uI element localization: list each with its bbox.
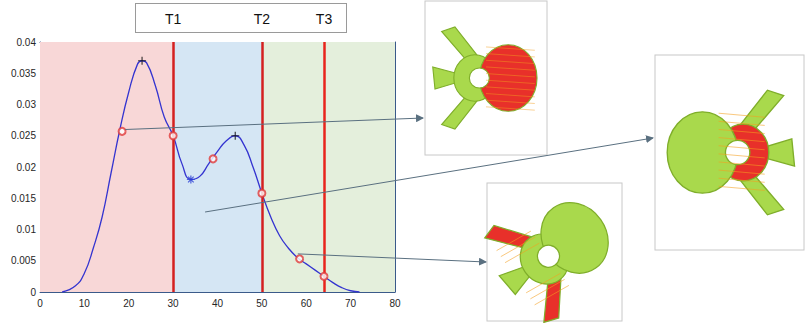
svg-text:T2: T2 bbox=[254, 11, 271, 27]
svg-text:0.02: 0.02 bbox=[17, 162, 37, 173]
svg-text:0: 0 bbox=[30, 287, 36, 298]
svg-text:T3: T3 bbox=[316, 11, 333, 27]
svg-text:0.04: 0.04 bbox=[17, 37, 37, 48]
svg-text:60: 60 bbox=[301, 298, 313, 309]
svg-text:0.035: 0.035 bbox=[11, 68, 36, 79]
svg-text:70: 70 bbox=[345, 298, 357, 309]
svg-text:0.025: 0.025 bbox=[11, 130, 36, 141]
svg-text:30: 30 bbox=[168, 298, 180, 309]
svg-text:0.03: 0.03 bbox=[17, 99, 37, 110]
svg-text:0.01: 0.01 bbox=[17, 224, 37, 235]
svg-text:T1: T1 bbox=[165, 11, 182, 27]
svg-text:50: 50 bbox=[256, 298, 268, 309]
svg-text:20: 20 bbox=[123, 298, 135, 309]
svg-text:0.015: 0.015 bbox=[11, 193, 36, 204]
svg-text:0: 0 bbox=[37, 298, 43, 309]
svg-text:0.005: 0.005 bbox=[11, 255, 36, 266]
svg-text:10: 10 bbox=[79, 298, 91, 309]
svg-text:80: 80 bbox=[389, 298, 401, 309]
svg-text:40: 40 bbox=[212, 298, 224, 309]
